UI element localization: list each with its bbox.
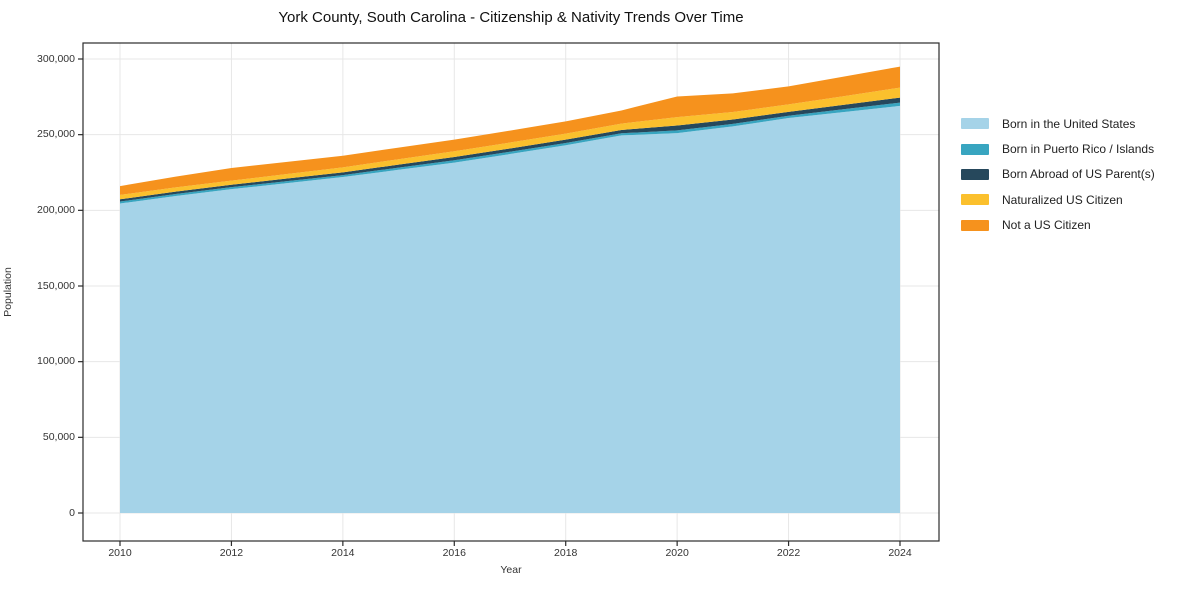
area-series-born-in-the-united-states bbox=[120, 105, 900, 513]
y-tick-label: 250,000 bbox=[37, 128, 75, 141]
y-axis-title: Population bbox=[2, 267, 14, 317]
x-tick-label: 2018 bbox=[554, 547, 578, 559]
legend-swatch bbox=[961, 118, 989, 130]
area-series-born-in-puerto-rico-islands bbox=[120, 102, 900, 204]
y-tick-label: 150,000 bbox=[37, 279, 75, 292]
legend-item-born-in-the-united-states: Born in the United States bbox=[961, 111, 1155, 136]
legend-item-born-abroad-of-us-parent-s-: Born Abroad of US Parent(s) bbox=[961, 162, 1155, 187]
plot-frame bbox=[82, 42, 940, 542]
x-tick-label: 2014 bbox=[331, 547, 355, 559]
legend-label: Born in the United States bbox=[1002, 116, 1136, 131]
legend-item-naturalized-us-citizen: Naturalized US Citizen bbox=[961, 187, 1155, 212]
area-series-not-a-us-citizen bbox=[120, 66, 900, 195]
legend-label: Not a US Citizen bbox=[1002, 218, 1091, 233]
area-series-born-abroad-of-us-parent-s- bbox=[120, 97, 900, 202]
x-tick-label: 2020 bbox=[665, 547, 689, 559]
legend-swatch bbox=[961, 143, 989, 155]
legend-label: Born Abroad of US Parent(s) bbox=[1002, 167, 1155, 182]
legend-item-not-a-us-citizen: Not a US Citizen bbox=[961, 213, 1155, 238]
legend-swatch bbox=[961, 219, 989, 231]
legend-item-born-in-puerto-rico-islands: Born in Puerto Rico / Islands bbox=[961, 136, 1155, 161]
x-tick-label: 2010 bbox=[108, 547, 132, 559]
y-tick-label: 100,000 bbox=[37, 355, 75, 368]
y-tick-label: 0 bbox=[69, 506, 75, 519]
x-axis-title: Year bbox=[500, 564, 522, 576]
x-tick-label: 2022 bbox=[776, 547, 801, 559]
area-series-naturalized-us-citizen bbox=[120, 87, 900, 200]
chart-title: York County, South Carolina - Citizenshi… bbox=[278, 9, 744, 26]
y-tick-label: 300,000 bbox=[37, 52, 75, 65]
x-tick-label: 2012 bbox=[219, 547, 244, 559]
legend: Born in the United States Born in Puerto … bbox=[961, 111, 1155, 238]
legend-swatch bbox=[961, 168, 989, 180]
y-tick-label: 50,000 bbox=[42, 430, 75, 443]
y-tick-label: 200,000 bbox=[37, 203, 75, 216]
legend-swatch bbox=[961, 194, 989, 206]
legend-label: Born in Puerto Rico / Islands bbox=[1002, 142, 1155, 157]
x-tick-label: 2024 bbox=[888, 547, 912, 559]
legend-label: Naturalized US Citizen bbox=[1002, 192, 1123, 207]
x-tick-label: 2016 bbox=[442, 547, 466, 559]
